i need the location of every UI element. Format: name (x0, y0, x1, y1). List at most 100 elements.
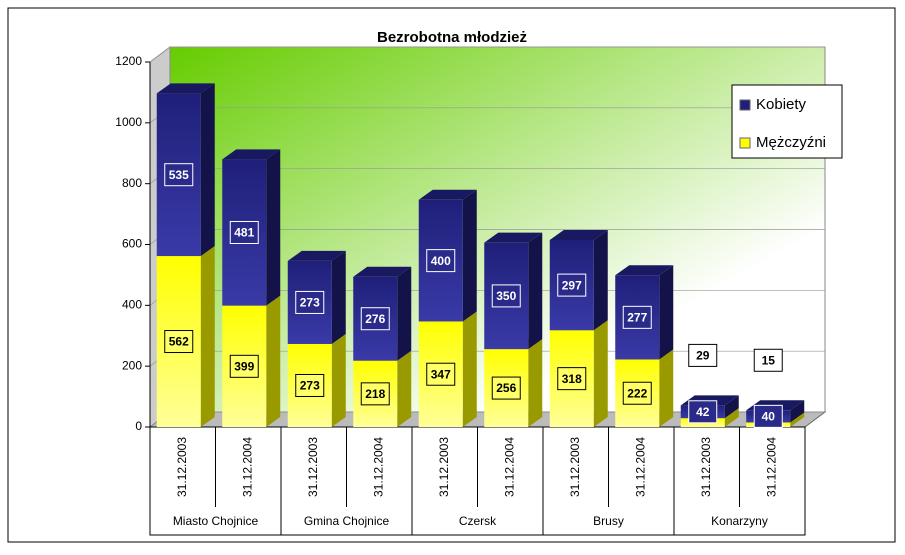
value-label: 256 (496, 381, 516, 395)
value-label: 350 (496, 289, 516, 303)
x-tick-label: 31.12.2004 (240, 437, 254, 497)
value-label: 347 (431, 367, 451, 381)
bar-side (593, 320, 608, 427)
value-label: 218 (365, 387, 385, 401)
value-label-box (557, 367, 587, 391)
bar-top (156, 83, 215, 94)
legend-label: Mężczyźni (756, 134, 826, 151)
bar-side (528, 232, 543, 350)
group-label: Konarzyny (711, 514, 768, 528)
grid-line (149, 46, 825, 63)
value-label: 562 (169, 335, 189, 349)
bar-side (266, 295, 281, 427)
x-tick-label: 31.12.2003 (568, 437, 582, 497)
bar-top (353, 266, 412, 277)
legend-label: Kobiety (756, 96, 807, 113)
group-label: Miasto Chojnice (173, 514, 259, 528)
value-label-box (360, 382, 390, 406)
x-tick-label: 31.12.2003 (175, 437, 189, 497)
bar-side (331, 250, 346, 344)
chart-title: Bezrobotna młodzież (377, 29, 527, 46)
x-tick-label: 31.12.2004 (633, 437, 647, 497)
bar-top (222, 149, 281, 160)
value-label-box (295, 290, 325, 314)
value-label: 481 (234, 226, 254, 240)
value-label-box (229, 354, 259, 378)
bar-side (790, 400, 805, 423)
bar-top (287, 250, 346, 261)
value-label: 297 (562, 278, 582, 292)
bar-side (724, 395, 739, 419)
value-label: 273 (300, 296, 320, 310)
bar-top (484, 232, 543, 243)
y-tick-label: 400 (122, 298, 142, 312)
x-tick-label: 31.12.2003 (699, 437, 713, 497)
value-label-box (753, 348, 783, 372)
x-tick-label: 31.12.2004 (502, 437, 516, 497)
bar-side (528, 339, 543, 427)
value-label: 535 (169, 168, 189, 182)
value-label: 29 (696, 349, 710, 363)
value-label-box (557, 273, 587, 297)
value-label-box (164, 163, 194, 187)
x-tick-label: 31.12.2004 (371, 437, 385, 497)
group-label: Czersk (459, 514, 497, 528)
y-tick-label: 200 (122, 358, 142, 372)
y-tick-label: 1200 (115, 54, 142, 68)
value-label: 15 (762, 353, 776, 367)
value-label-box (688, 343, 718, 367)
bar-side (397, 266, 412, 361)
bar (418, 189, 477, 322)
bar-side (462, 189, 477, 322)
y-tick-label: 1000 (115, 115, 142, 129)
x-tick-label: 31.12.2003 (437, 437, 451, 497)
bar (222, 295, 281, 427)
value-label-box (688, 400, 718, 424)
bar-side (331, 333, 346, 427)
bar-side (397, 350, 412, 427)
bar-side (724, 408, 739, 427)
value-label-box (426, 362, 456, 386)
value-label: 273 (300, 379, 320, 393)
value-label-box (360, 307, 390, 331)
value-label-box (426, 249, 456, 273)
x-tick-label: 31.12.2003 (306, 437, 320, 497)
value-label-box (491, 284, 521, 308)
bar-side (200, 83, 215, 257)
y-tick-label: 0 (135, 419, 142, 433)
bar (222, 149, 281, 306)
value-label: 277 (627, 311, 647, 325)
bar-side (266, 149, 281, 306)
bar (156, 83, 215, 257)
value-label-box (753, 404, 783, 428)
legend-swatch (739, 99, 751, 111)
value-label: 318 (562, 372, 582, 386)
value-label-box (295, 373, 325, 397)
bar-top (418, 189, 477, 200)
y-tick-label: 600 (122, 237, 142, 251)
value-label: 400 (431, 254, 451, 268)
bar-top (549, 229, 608, 240)
value-label-box (622, 381, 652, 405)
bar-side (593, 229, 608, 331)
bar-side (790, 412, 805, 427)
value-label-box (491, 376, 521, 400)
value-label: 222 (627, 386, 647, 400)
bar-top (615, 265, 674, 276)
value-label: 276 (365, 312, 385, 326)
value-label-box (164, 330, 194, 354)
y-tick-label: 800 (122, 176, 142, 190)
bar-side (200, 246, 215, 427)
group-label: Brusy (593, 514, 624, 528)
x-tick-label: 31.12.2004 (764, 437, 778, 497)
value-label: 40 (762, 410, 776, 424)
bar-side (462, 311, 477, 427)
group-label: Gmina Chojnice (304, 514, 390, 528)
bar (287, 250, 346, 344)
value-label: 399 (234, 359, 254, 373)
legend-swatch (739, 137, 751, 149)
value-label-box (229, 220, 259, 244)
bar-side (659, 349, 674, 427)
value-label-box (622, 305, 652, 329)
